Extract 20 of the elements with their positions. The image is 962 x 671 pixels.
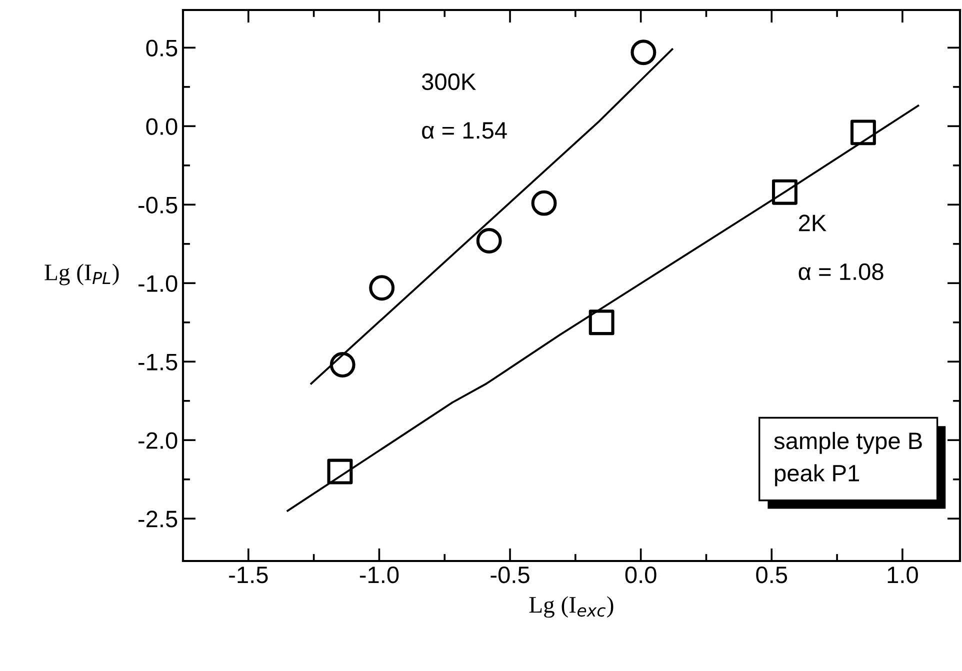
y-tick-label: -2.5 — [138, 510, 178, 528]
annotation: sample type B peak P1 — [774, 432, 922, 486]
y-tick-label: -0.5 — [138, 196, 178, 214]
y-tick-label: 0.5 — [146, 40, 178, 56]
x-tick-label: 1.0 — [888, 566, 918, 584]
y-tick-label: -2.0 — [138, 432, 178, 449]
annotation: 300K — [422, 73, 476, 90]
x-tick-label: -0.5 — [490, 566, 530, 584]
x-axis-title: Lg (I$_{exc}$) — [529, 596, 614, 618]
y-tick-label: -1.5 — [138, 354, 178, 370]
annotation: α = 1.08 — [798, 263, 884, 280]
annotation: 2K — [798, 214, 826, 232]
y-tick-label: -1.0 — [138, 275, 178, 292]
annotation: α = 1.54 — [422, 122, 507, 139]
x-tick-label: -1.0 — [360, 566, 399, 584]
y-axis-title: Lg (I$_{PL}$) — [44, 264, 119, 286]
x-tick-label: 0.0 — [625, 566, 656, 584]
y-tick-label: 0.0 — [146, 118, 178, 135]
x-tick-label: 0.5 — [756, 566, 788, 584]
x-tick-label: -1.5 — [229, 566, 268, 584]
